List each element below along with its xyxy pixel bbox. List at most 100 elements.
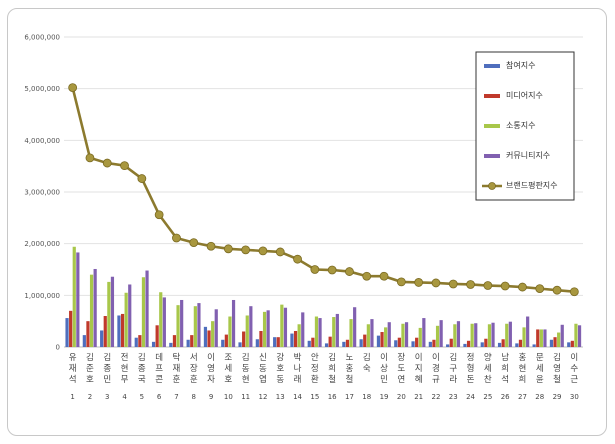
point-브랜드평판지수-24 <box>466 280 475 289</box>
bar-소통지수-5 <box>141 277 146 347</box>
bar-커뮤니티지수-18 <box>370 319 374 347</box>
point-브랜드평판지수-29 <box>552 285 562 295</box>
x-rank-label: 18 <box>362 393 371 401</box>
point-브랜드평판지수-4 <box>120 161 129 171</box>
bar-소통지수-26 <box>505 323 509 347</box>
bar-커뮤니티지수-5 <box>145 270 149 347</box>
bar-커뮤니티지수-23 <box>456 321 461 347</box>
bar-미디어지수-9 <box>207 330 211 347</box>
bar-미디어지수-17 <box>345 339 350 347</box>
bar-미디어지수-1 <box>69 310 73 347</box>
y-tick-label: 5,000,000 <box>24 85 60 93</box>
bar-소통지수-6 <box>159 292 163 347</box>
point-브랜드평판지수-15 <box>310 265 320 274</box>
y-tick-label: 6,000,000 <box>24 34 60 42</box>
x-rank-label: 6 <box>157 393 162 401</box>
bar-참여지수-4 <box>117 315 121 347</box>
bar-소통지수-13 <box>280 304 284 347</box>
x-rank-label: 22 <box>431 393 440 401</box>
bar-소통지수-16 <box>332 317 336 347</box>
bar-소통지수-19 <box>384 327 388 347</box>
x-rank-label: 19 <box>380 393 389 401</box>
bar-참여지수-16 <box>324 343 329 347</box>
bar-참여지수-12 <box>255 339 259 347</box>
bar-참여지수-1 <box>65 318 69 347</box>
point-브랜드평판지수-16 <box>327 265 337 275</box>
bar-미디어지수-10 <box>224 334 228 347</box>
bar-커뮤니티지수-12 <box>266 310 270 347</box>
bar-커뮤니티지수-17 <box>353 307 357 347</box>
x-rank-label: 28 <box>535 393 544 401</box>
legend-label: 미디어지수 <box>506 90 543 100</box>
bar-소통지수-11 <box>245 315 249 347</box>
bar-소통지수-22 <box>435 325 440 347</box>
x-rank-label: 30 <box>570 393 579 401</box>
y-tick-label: 1,000,000 <box>24 292 60 300</box>
x-rank-label: 7 <box>174 393 178 401</box>
bar-미디어지수-26 <box>501 339 505 347</box>
bar-소통지수-9 <box>211 321 215 347</box>
legend-label: 참여지수 <box>506 60 535 70</box>
legend-swatch-소통지수 <box>484 124 500 128</box>
bar-커뮤니티지수-4 <box>128 284 132 347</box>
bar-커뮤니티지수-6 <box>162 297 166 347</box>
bar-소통지수-8 <box>193 306 197 347</box>
bar-미디어지수-5 <box>138 335 142 347</box>
bar-커뮤니티지수-25 <box>491 322 495 347</box>
bar-참여지수-23 <box>446 344 450 347</box>
bar-참여지수-7 <box>169 342 173 347</box>
bar-참여지수-29 <box>549 339 554 347</box>
point-브랜드평판지수-11 <box>241 245 251 255</box>
bar-미디어지수-14 <box>293 330 298 347</box>
bar-소통지수-14 <box>297 324 301 347</box>
bar-미디어지수-23 <box>449 338 453 347</box>
x-rank-label: 15 <box>310 393 319 401</box>
bar-미디어지수-6 <box>155 325 159 347</box>
bar-소통지수-25 <box>487 324 492 347</box>
bar-미디어지수-7 <box>172 335 177 347</box>
bar-소통지수-20 <box>401 323 405 347</box>
bar-참여지수-15 <box>307 340 311 347</box>
point-브랜드평판지수-3 <box>102 158 112 168</box>
bar-커뮤니티지수-16 <box>335 313 339 347</box>
bar-커뮤니티지수-10 <box>231 299 236 347</box>
point-브랜드평판지수-23 <box>448 279 458 289</box>
y-tick-label: 2,000,000 <box>24 240 60 248</box>
legend-label: 커뮤니티지수 <box>506 150 550 160</box>
bar-참여지수-28 <box>532 344 536 347</box>
bar-커뮤니티지수-2 <box>93 268 97 347</box>
x-rank-label: 1 <box>70 393 74 401</box>
bar-소통지수-1 <box>72 246 76 347</box>
bar-미디어지수-16 <box>328 336 332 347</box>
point-브랜드평판지수-14 <box>293 254 302 264</box>
bar-참여지수-10 <box>221 339 225 347</box>
bar-커뮤니티지수-28 <box>543 329 547 347</box>
bar-소통지수-29 <box>557 332 561 347</box>
bar-참여지수-27 <box>515 343 519 347</box>
bar-소통지수-2 <box>89 274 94 347</box>
bar-참여지수-2 <box>82 335 86 347</box>
bar-커뮤니티지수-21 <box>422 318 426 347</box>
bar-소통지수-18 <box>366 324 370 347</box>
bar-커뮤니티지수-8 <box>197 303 201 347</box>
bar-커뮤니티지수-1 <box>76 252 80 347</box>
point-브랜드평판지수-5 <box>137 174 147 183</box>
point-브랜드평판지수-22 <box>431 278 441 288</box>
bar-커뮤니티지수-29 <box>560 324 564 347</box>
bar-미디어지수-8 <box>190 335 194 347</box>
x-rank-label: 23 <box>449 393 458 401</box>
x-rank-label: 29 <box>553 393 562 401</box>
bar-소통지수-3 <box>107 281 111 347</box>
